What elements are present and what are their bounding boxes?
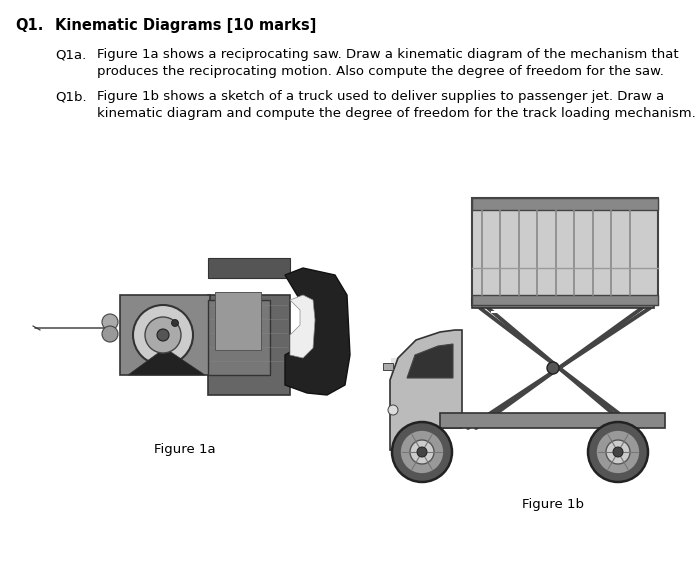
Circle shape: [606, 440, 630, 464]
Bar: [472, 295, 658, 305]
Text: Q1.: Q1.: [15, 18, 43, 33]
Polygon shape: [128, 348, 205, 375]
Circle shape: [410, 440, 434, 464]
Bar: [472, 198, 658, 210]
Text: Figure 1b: Figure 1b: [522, 498, 584, 511]
Polygon shape: [407, 344, 453, 378]
Bar: [215, 292, 261, 350]
Polygon shape: [285, 268, 350, 395]
Bar: [208, 258, 290, 278]
Bar: [383, 363, 393, 370]
Text: Kinematic Diagrams [10 marks]: Kinematic Diagrams [10 marks]: [55, 18, 316, 33]
Bar: [208, 295, 290, 395]
Text: Figure 1a: Figure 1a: [154, 443, 216, 456]
Circle shape: [157, 329, 169, 341]
Circle shape: [400, 430, 444, 474]
Circle shape: [547, 362, 559, 374]
Circle shape: [102, 326, 118, 342]
Bar: [472, 298, 654, 308]
Circle shape: [172, 319, 178, 327]
Bar: [391, 358, 461, 428]
Circle shape: [145, 317, 181, 353]
Circle shape: [388, 405, 398, 415]
Circle shape: [102, 314, 118, 330]
Bar: [120, 295, 210, 375]
Circle shape: [392, 422, 452, 482]
Bar: [440, 413, 665, 428]
Bar: [472, 198, 658, 305]
Circle shape: [588, 422, 648, 482]
Text: Figure 1b shows a sketch of a truck used to deliver supplies to passenger jet. D: Figure 1b shows a sketch of a truck used…: [97, 90, 696, 121]
Circle shape: [417, 447, 427, 457]
Circle shape: [133, 305, 193, 365]
Polygon shape: [390, 330, 462, 450]
Text: Q1a.: Q1a.: [55, 48, 86, 61]
Circle shape: [596, 430, 640, 474]
Bar: [208, 300, 270, 375]
Polygon shape: [290, 295, 315, 358]
Text: Q1b.: Q1b.: [55, 90, 87, 103]
Circle shape: [613, 447, 623, 457]
Text: Figure 1a shows a reciprocating saw. Draw a kinematic diagram of the mechanism t: Figure 1a shows a reciprocating saw. Dra…: [97, 48, 678, 78]
